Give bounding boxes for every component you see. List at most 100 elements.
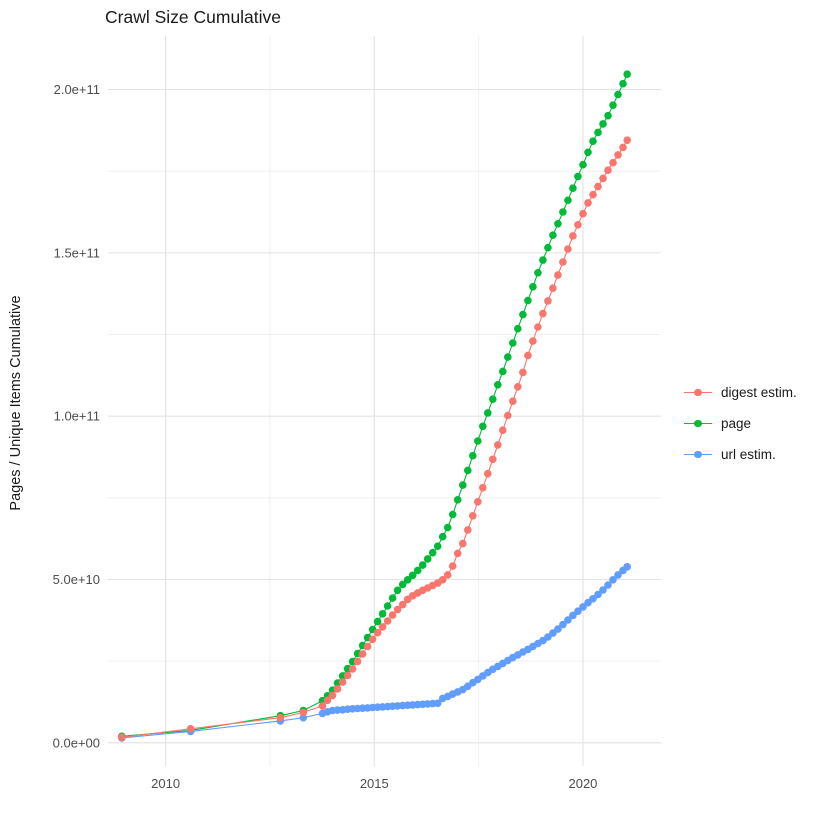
series-digest-estim-point	[529, 337, 537, 345]
series-digest-estim-point	[383, 617, 392, 625]
series-digest-estim-point	[619, 143, 627, 152]
series-digest-estim-point	[474, 498, 482, 506]
series-page-point	[619, 79, 627, 88]
series-page-point	[448, 510, 457, 519]
legend-item-url: url estim.	[684, 439, 797, 470]
series-page-point	[519, 310, 527, 319]
series-digest-estim-point	[519, 368, 527, 377]
series-page-point	[418, 561, 427, 569]
series-url-estim-point	[554, 625, 562, 633]
series-page-point	[504, 353, 512, 361]
series-page-point	[509, 339, 517, 347]
series-digest-estim-point	[393, 605, 402, 614]
series-digest-estim-point	[534, 323, 542, 331]
series-page-point	[499, 367, 507, 376]
series-digest-estim-point	[276, 713, 285, 722]
series-page-point	[614, 90, 622, 99]
series-digest-estim-point	[594, 182, 602, 191]
series-page-point	[494, 381, 502, 389]
series-page-point	[604, 111, 612, 120]
series-digest-estim-point	[569, 232, 577, 240]
chart-title: Crawl Size Cumulative	[105, 7, 282, 27]
series-page-point	[564, 196, 572, 205]
series-digest-estim-point	[323, 696, 332, 705]
y-tick-label: 5.0e+10	[53, 572, 100, 587]
series-digest-estim-point	[584, 199, 592, 207]
series-page-point	[489, 395, 497, 404]
legend-label-digest: digest estim.	[721, 385, 797, 400]
series-digest-estim-point	[443, 571, 452, 579]
series-digest-estim-point	[604, 166, 612, 174]
series-page-point	[443, 523, 452, 532]
series-page-point	[438, 532, 447, 541]
series-digest-estim-point	[554, 271, 562, 279]
series-page-point	[469, 451, 477, 460]
series-page-point	[484, 409, 492, 417]
series-digest-estim-point	[453, 549, 462, 558]
legend-item-page: page	[684, 408, 797, 439]
series-url-estim-point	[614, 571, 622, 579]
series-url-estim-point	[599, 586, 607, 594]
series-url-estim-point	[299, 713, 308, 722]
series-page-point	[549, 231, 557, 239]
series-page-point	[413, 566, 422, 575]
y-tick-label: 1.5e+11	[54, 245, 100, 260]
series-page-point	[594, 128, 602, 137]
series-url-estim-point	[574, 607, 582, 615]
series-digest-estim-point	[318, 702, 327, 710]
series-digest-estim-point	[343, 671, 352, 680]
series-page-point	[393, 586, 402, 595]
series-digest-estim-point	[299, 708, 308, 717]
series-digest-estim-point	[524, 351, 532, 360]
series-digest-estim-point	[338, 678, 347, 686]
series-digest-estim-point	[484, 469, 492, 478]
series-page-point	[398, 580, 407, 589]
series-digest-estim-point	[479, 483, 487, 492]
series-digest-estim-point	[378, 623, 387, 631]
series-digest-estim-point	[539, 309, 547, 318]
series-digest-estim-point	[469, 512, 477, 520]
series-digest-estim-point	[589, 190, 597, 199]
series-digest-estim-point	[388, 611, 397, 619]
series-digest-estim-point	[398, 600, 407, 609]
series-page-point	[609, 101, 617, 109]
series-digest-estim-point	[333, 685, 342, 693]
series-page-point	[599, 120, 607, 128]
series-digest-estim-point	[358, 650, 367, 658]
y-axis-title: Pages / Unique Items Cumulative	[8, 295, 24, 511]
series-digest-estim-point	[509, 397, 517, 406]
legend-key-page-icon	[684, 419, 712, 429]
series-page-point	[464, 466, 472, 475]
series-url-estim-point	[594, 590, 602, 599]
series-url-estim-point	[604, 581, 612, 589]
series-page-point	[459, 481, 467, 489]
series-url-estim-point	[559, 620, 567, 629]
series-digest-estim-point	[579, 209, 587, 218]
series-url-estim-point	[609, 576, 617, 584]
series-page-point	[408, 571, 417, 580]
y-tick-label: 0.0e+00	[53, 735, 100, 750]
series-digest-estim-point	[599, 174, 607, 183]
legend: digest estim. page url estim.	[684, 377, 797, 470]
series-digest-estim-point	[363, 642, 372, 651]
series-digest-estim-point	[564, 245, 572, 253]
series-page-point	[574, 172, 582, 181]
series-digest-estim-point	[459, 539, 467, 548]
series-url-estim-point	[589, 595, 597, 603]
series-digest-estim-point	[448, 562, 457, 570]
series-url-estim-point	[569, 611, 577, 620]
x-tick-label: 2020	[568, 776, 597, 791]
series-url-estim-point	[564, 616, 572, 624]
series-digest-estim-point	[489, 455, 497, 464]
series-page-point	[474, 437, 482, 445]
series-digest-estim-point	[438, 576, 447, 584]
series-url-estim-point	[579, 603, 587, 611]
series-page-point	[433, 542, 442, 550]
series-page-point	[569, 184, 577, 192]
series-url-estim-point	[433, 699, 442, 708]
series-digest-estim-point	[544, 297, 552, 305]
series-digest-estim-point	[623, 136, 631, 144]
series-page-point	[479, 422, 487, 431]
series-page-point	[539, 256, 547, 264]
